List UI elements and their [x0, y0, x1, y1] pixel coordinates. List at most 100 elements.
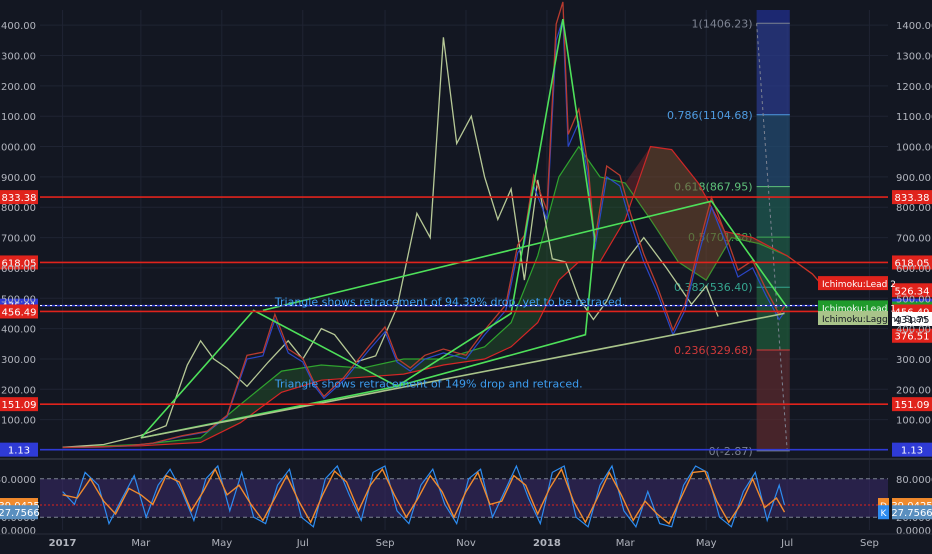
- price-level-label-right: 376.51: [895, 332, 930, 343]
- price-level-label-left: 1.13: [8, 446, 30, 457]
- fib-level-label: 0.786(1104.68): [667, 109, 753, 122]
- oscillator-value-right: 27.7566: [891, 508, 932, 519]
- annotation-lower: Triangle shows retracement of 149% drop …: [274, 377, 583, 390]
- legend-tag-label: Ichimoku:Lead 2: [822, 280, 896, 290]
- triangle-2: [396, 18, 596, 388]
- y-tick-right: 300.00: [896, 355, 931, 366]
- y-tick-right: 700.00: [896, 234, 931, 245]
- y-tick-left: 1100.00: [0, 112, 36, 123]
- triangle-3: [140, 312, 785, 439]
- price-level-tag-right: [892, 397, 932, 412]
- x-tick: 2017: [49, 538, 77, 549]
- legend-tag-label: Ichimoku:Lead 1: [822, 304, 896, 314]
- price-level-label-right: 526.34: [895, 286, 930, 297]
- fib-band-top: [756, 10, 790, 24]
- triangle-0: [140, 309, 400, 439]
- lead2-line: [62, 145, 824, 448]
- annotation-upper: Triangle shows retracement of 94.39% dro…: [274, 295, 625, 308]
- price-level-label-right: 618.05: [895, 258, 930, 269]
- y-tick-left: 800.00: [1, 203, 36, 214]
- x-tick: Jul: [296, 538, 309, 549]
- price-level-tag-left: [0, 304, 38, 319]
- y-tick-left: 400.00: [1, 325, 36, 336]
- price-level-label-left: 618.05: [2, 258, 37, 269]
- y-tick-right: 500.00: [896, 294, 931, 305]
- x-tick: Nov: [456, 538, 476, 549]
- price-level-tag-right: [892, 442, 932, 457]
- price-level-tag-left: [0, 190, 38, 205]
- fib-band: [756, 186, 790, 238]
- fib-band: [756, 23, 790, 115]
- price-line: [62, 1, 786, 449]
- y-tick-left: 1200.00: [0, 82, 36, 93]
- price-level-tag-left: [0, 442, 38, 457]
- y-tick-left: 200.00: [1, 385, 36, 396]
- y-tick-right: 800.00: [896, 203, 931, 214]
- fib-level-label: 0.618(867.95): [674, 181, 753, 194]
- triangle-1: [262, 200, 788, 312]
- annotations: Triangle shows retracement of 94.39% dro…: [274, 276, 927, 390]
- fib-level-label: 0.382(536.40): [674, 281, 753, 294]
- price-level-label-right: 1.13: [901, 446, 923, 457]
- legend-tag-bg: [818, 276, 888, 291]
- oscillator-value-left: 27.7566: [0, 508, 40, 519]
- fib-trend-line: [756, 23, 788, 451]
- oscillator-value-tag-left: [0, 505, 38, 520]
- fib-level-label: 0.236(329.68): [674, 344, 753, 357]
- price-level-label-right: 431.75: [895, 315, 930, 326]
- y-tick-left: 100.00: [1, 416, 36, 427]
- y-tick-left: 600.00: [1, 264, 36, 275]
- x-tick: Jul: [780, 538, 793, 549]
- lagging-span-line: [62, 37, 719, 448]
- fib-band: [756, 287, 790, 350]
- cloud-bear-fill: [625, 146, 823, 287]
- y-tick-left: 700.00: [1, 234, 36, 245]
- oscillator-tick-left: 80.0000: [0, 475, 36, 486]
- oscillator-k-line: [62, 464, 786, 529]
- x-tick: 2018: [533, 538, 561, 549]
- price-level-tag-right: [892, 311, 932, 326]
- fib-level-label: 1(1406.23): [692, 17, 753, 30]
- legend-tag-label: Ichimoku:Lagging Span: [822, 315, 927, 325]
- legend-tag-bg: [818, 300, 888, 315]
- price-level-tag-right: [892, 283, 932, 298]
- price-level-label-left: 151.09: [2, 400, 37, 411]
- y-tick-right: 200.00: [896, 385, 931, 396]
- oscillator-d-line: [62, 467, 786, 525]
- price-level-tag-right: [892, 328, 932, 343]
- y-tick-right: 600.00: [896, 264, 931, 275]
- price-level-tag-right: [892, 190, 932, 205]
- x-tick: Mar: [616, 538, 636, 549]
- x-tick: May: [211, 538, 232, 549]
- oscillator-tick-left: 0.0000: [1, 526, 36, 537]
- y-tick-left: 1000.00: [0, 143, 36, 154]
- y-tick-left: 1300.00: [0, 52, 36, 63]
- oscillator-tick-right: 80.0000: [896, 475, 932, 486]
- x-tick: Sep: [860, 538, 879, 549]
- y-tick-right: 1400.00: [896, 21, 932, 32]
- y-tick-left: 500.00: [1, 294, 36, 305]
- y-tick-left: 900.00: [1, 173, 36, 184]
- x-tick: May: [696, 538, 717, 549]
- price-level-tag-left: [0, 255, 38, 270]
- oscillator-badge: [878, 498, 889, 513]
- y-tick-right: 100.00: [896, 416, 931, 427]
- price-levels: 833.38833.38618.05618.05526.34475.81475.…: [0, 190, 932, 457]
- series-layer: [62, 1, 788, 449]
- y-tick-right: 1300.00: [896, 52, 932, 63]
- fib-band: [756, 349, 790, 450]
- ichimoku-cloud: [62, 145, 824, 448]
- lead1-line: [62, 145, 824, 448]
- price-level-tag-left: [0, 397, 38, 412]
- x-tick: Sep: [376, 538, 395, 549]
- oscillator-badge: [878, 505, 889, 520]
- price-level-label-left: 833.38: [2, 193, 37, 204]
- fib-zone: 1(1406.23)0.786(1104.68)0.618(867.95)0.5…: [667, 10, 790, 458]
- price-level-label-right: 151.09: [895, 400, 930, 411]
- base-line: [62, 18, 785, 449]
- axes: 1400.00 1400.00 1300.00 1300.00 1200.00 1200.…: [0, 21, 932, 549]
- y-tick-right: 1200.00: [896, 82, 932, 93]
- y-tick-right: 900.00: [896, 173, 931, 184]
